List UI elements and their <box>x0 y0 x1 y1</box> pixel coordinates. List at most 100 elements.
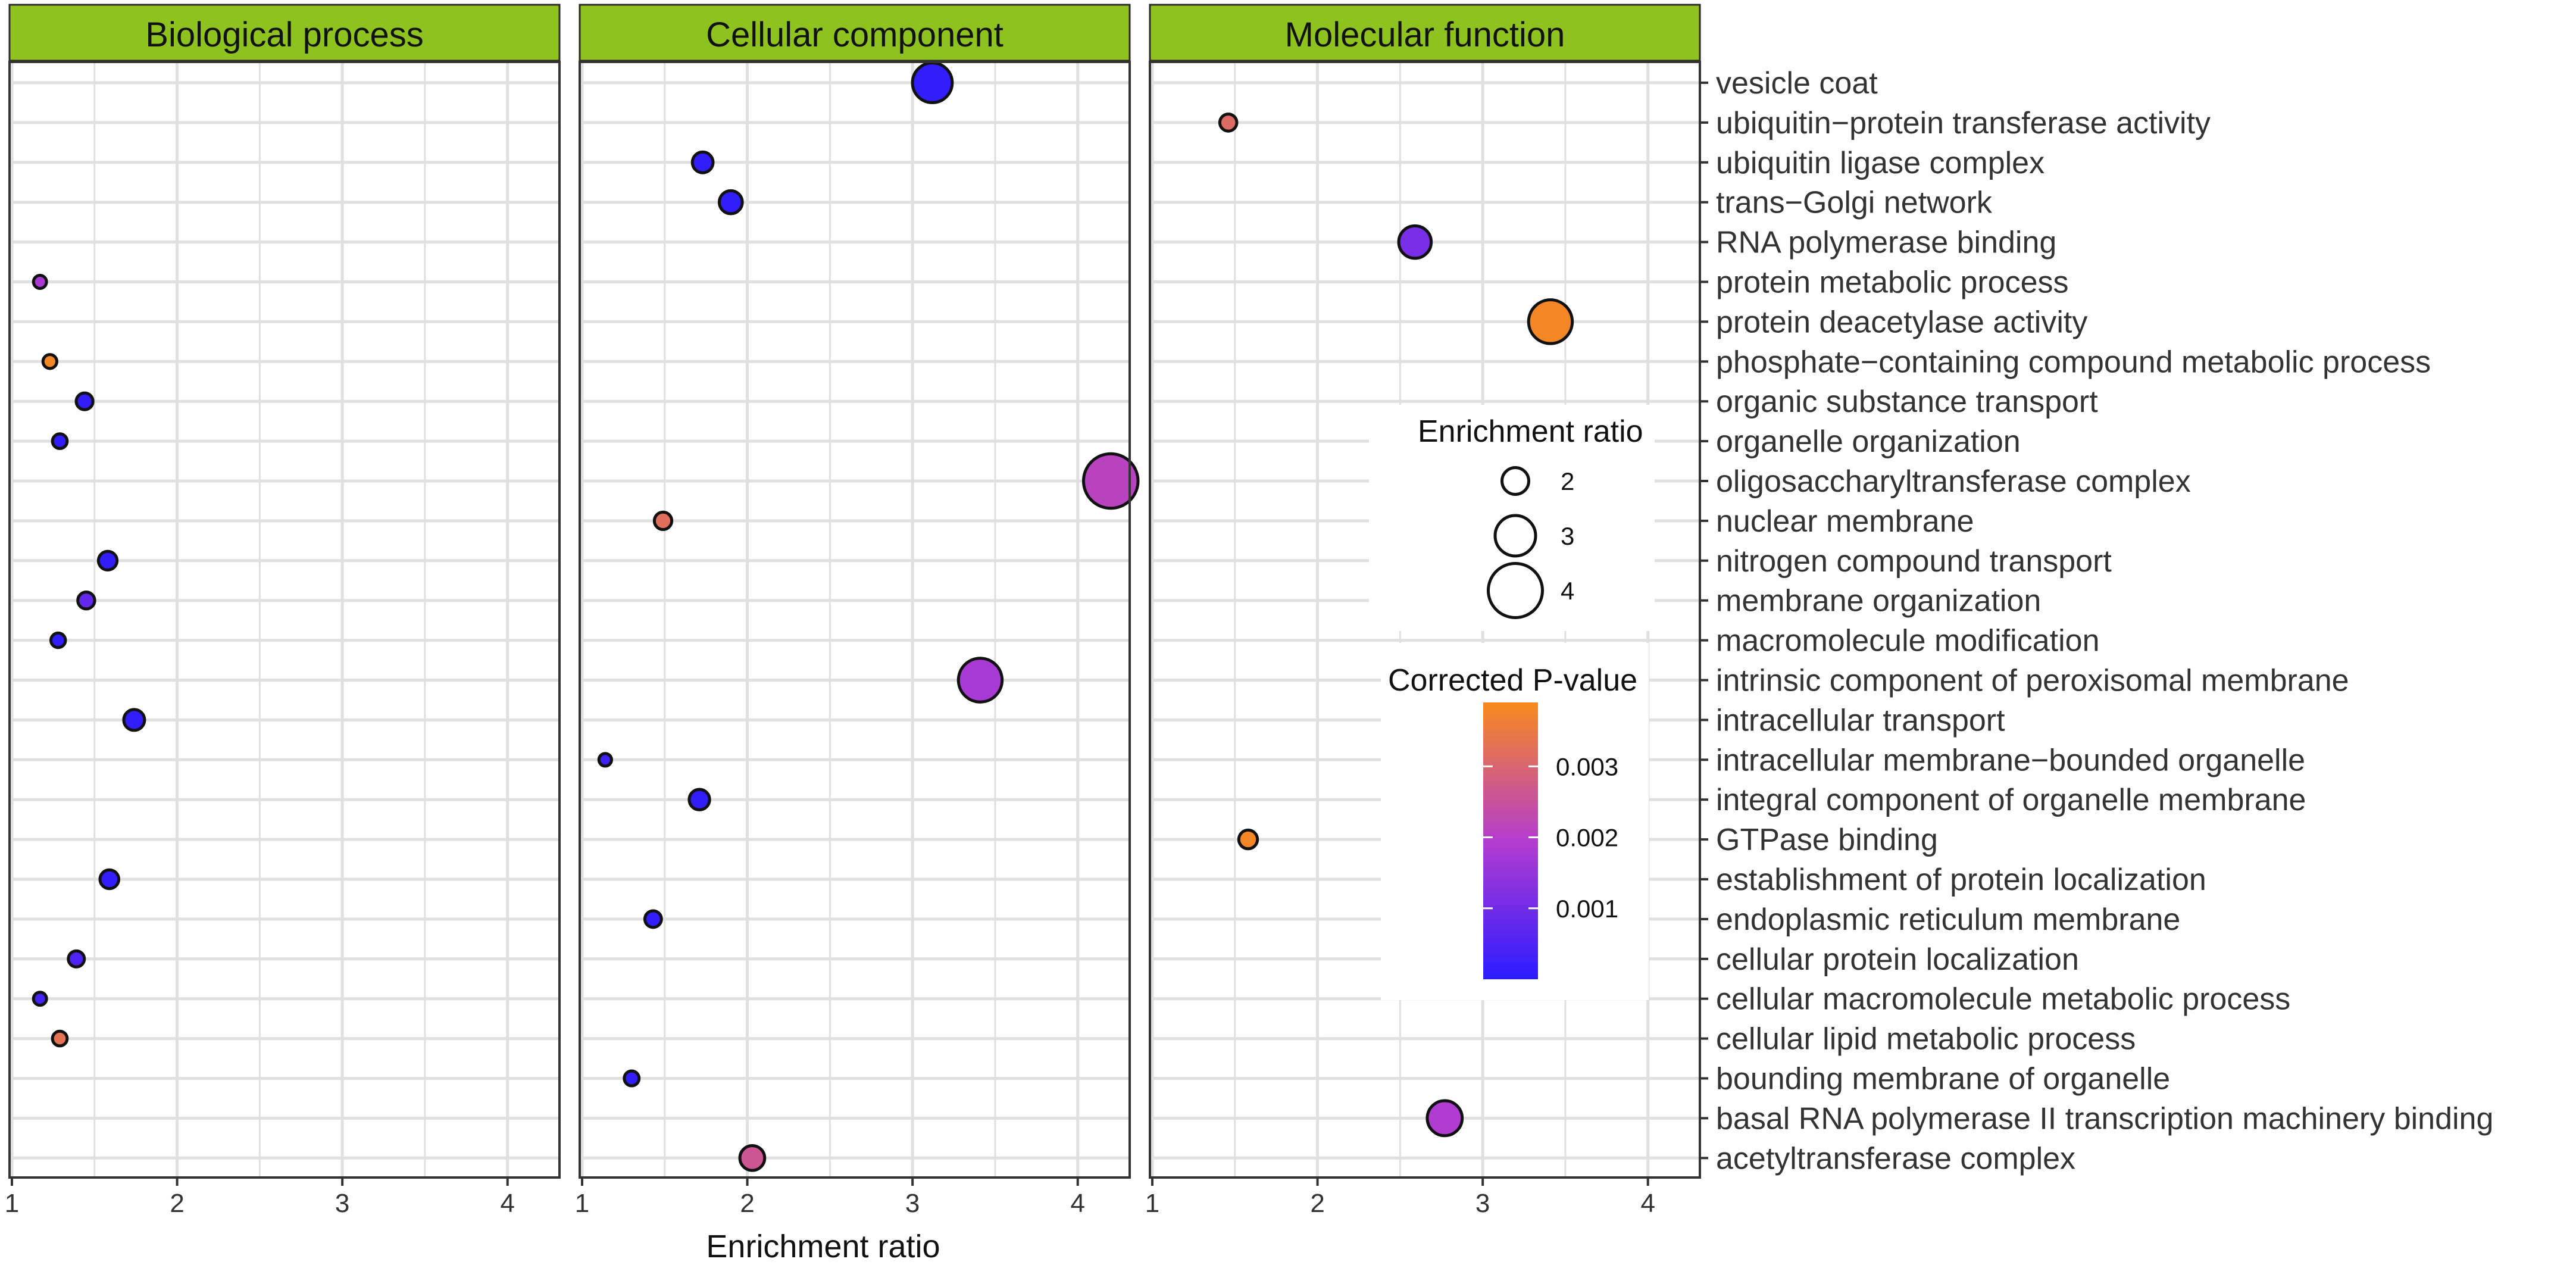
category-label-cellular-macromolecule-metabolic-process: cellular macromolecule metabolic process <box>1716 982 2290 1017</box>
category-label-macromolecule-modification: macromolecule modification <box>1716 624 2100 658</box>
x-tick-label: 1 <box>5 1189 19 1218</box>
category-label-cellular-lipid-metabolic-process: cellular lipid metabolic process <box>1716 1022 2136 1057</box>
point-cellular-component-nuclear-membrane <box>652 510 674 532</box>
color-legend-label: 0.003 <box>1556 752 1618 780</box>
category-label-intracellular-transport: intracellular transport <box>1716 703 2005 738</box>
size-legend-label: 3 <box>1561 522 1574 550</box>
x-tick-label: 2 <box>740 1189 754 1218</box>
point-biological-process-membrane-organization <box>76 591 96 611</box>
panel-frame-biological-process <box>8 61 561 1179</box>
x-axes: 1 2 3 4 1 2 3 4 1 2 3 4 <box>5 1177 1655 1218</box>
strip-cellular-component <box>579 4 1131 62</box>
strip-biological-process <box>8 4 561 62</box>
legend: Enrichment ratio 2 3 4 Corrected P-value 0.00… <box>1369 405 1655 1000</box>
category-label-nuclear-membrane: nuclear membrane <box>1716 504 1974 539</box>
point-molecular-function-gtpase-binding <box>1237 828 1259 851</box>
strip-molecular-function <box>1149 4 1701 62</box>
size-legend-circle <box>1500 466 1530 496</box>
data-points <box>32 61 1574 1172</box>
category-label-bounding-membrane-of-organelle: bounding membrane of organelle <box>1716 1062 2170 1097</box>
point-cellular-component-acetyltransferase-complex <box>738 1144 767 1172</box>
point-cellular-component-ubiquitin-ligase-complex <box>690 150 715 174</box>
point-biological-process-organelle-organization <box>51 432 69 450</box>
x-axis-title: Enrichment ratio <box>706 1229 940 1264</box>
point-cellular-component-intracellular-membrane-bounded-organelle <box>597 752 613 768</box>
size-legend-circle <box>1493 514 1537 558</box>
category-label-intracellular-membrane-bounded-organelle: intracellular membrane−bounded organelle <box>1716 743 2305 777</box>
point-biological-process-intracellular-transport <box>122 708 146 732</box>
strip-label-biological-process: Biological process <box>145 15 423 54</box>
x-tick-label: 3 <box>905 1189 920 1218</box>
category-label-cellular-protein-localization: cellular protein localization <box>1716 942 2079 977</box>
size-legend-title: Enrichment ratio <box>1418 414 1643 449</box>
point-biological-process-organic-substance-transport <box>74 391 95 411</box>
point-biological-process-phosphate-containing-compound-metabolic-process <box>41 353 58 370</box>
point-molecular-function-rna-polymerase-binding <box>1397 224 1433 260</box>
category-label-protein-metabolic-process: protein metabolic process <box>1716 266 2069 300</box>
point-molecular-function-protein-deacetylase-activity <box>1527 298 1574 345</box>
category-label-organic-substance-transport: organic substance transport <box>1716 385 2098 419</box>
size-legend-label: 2 <box>1561 467 1574 495</box>
grid-lines <box>10 62 1700 1177</box>
panel-frame-cellular-component <box>579 61 1131 1179</box>
point-biological-process-cellular-lipid-metabolic-process <box>51 1029 69 1048</box>
category-label-organelle-organization: organelle organization <box>1716 424 2021 459</box>
x-tick-label: 4 <box>1640 1189 1655 1218</box>
x-tick-label: 3 <box>335 1189 349 1218</box>
point-cellular-component-endoplasmic-reticulum-membrane <box>643 909 663 929</box>
category-label-establishment-of-protein-localization: establishment of protein localization <box>1716 863 2206 897</box>
category-label-trans-golgi-network: trans−Golgi network <box>1716 186 1993 220</box>
category-label-acetyltransferase-complex: acetyltransferase complex <box>1716 1141 2075 1176</box>
category-label-membrane-organization: membrane organization <box>1716 584 2041 619</box>
point-cellular-component-oligosaccharyltransferase-complex <box>1081 452 1140 510</box>
x-tick-label: 2 <box>170 1189 184 1218</box>
point-cellular-component-bounding-membrane-of-organelle <box>623 1069 641 1088</box>
point-biological-process-protein-metabolic-process <box>32 274 48 290</box>
color-legend-bar <box>1483 702 1538 979</box>
legend-background <box>1369 405 1655 631</box>
category-label-vesicle-coat: vesicle coat <box>1716 66 1878 101</box>
x-tick-label: 3 <box>1475 1189 1490 1218</box>
point-biological-process-cellular-protein-localization <box>67 949 86 969</box>
panel-frames <box>8 61 1701 1179</box>
point-cellular-component-intrinsic-component-of-peroxisomal-membrane <box>956 657 1004 704</box>
strip-label-cellular-component: Cellular component <box>706 15 1003 54</box>
x-tick-label: 4 <box>500 1189 514 1218</box>
category-label-ubiquitin-protein-transferase-activity: ubiquitin−protein transferase activity <box>1716 106 2211 140</box>
point-cellular-component-vesicle-coat <box>911 61 954 104</box>
category-label-integral-component-of-organelle-membrane: integral component of organelle membrane <box>1716 783 2306 817</box>
category-label-endoplasmic-reticulum-membrane: endoplasmic reticulum membrane <box>1716 902 2180 937</box>
color-legend-label: 0.001 <box>1556 895 1618 923</box>
point-molecular-function-ubiquitin-protein-transferase-activity <box>1218 113 1239 133</box>
point-biological-process-cellular-macromolecule-metabolic-process <box>32 991 48 1007</box>
category-label-ubiquitin-ligase-complex: ubiquitin ligase complex <box>1716 146 2044 180</box>
x-tick-label: 1 <box>575 1189 589 1218</box>
facet-strips: Biological process Cellular component Mole… <box>8 4 1701 62</box>
x-tick-label: 4 <box>1070 1189 1084 1218</box>
category-label-gtpase-binding: GTPase binding <box>1716 823 1938 857</box>
size-legend-label: 4 <box>1561 577 1574 605</box>
point-biological-process-establishment-of-protein-localization <box>98 868 121 891</box>
point-molecular-function-basal-rna-polymerase-ii-transcription-machinery-binding <box>1425 1099 1464 1138</box>
category-label-protein-deacetylase-activity: protein deacetylase activity <box>1716 305 2087 339</box>
x-tick-label: 2 <box>1310 1189 1324 1218</box>
panel-frame-molecular-function <box>1149 61 1701 1179</box>
x-tick-label: 1 <box>1145 1189 1159 1218</box>
category-label-basal-rna-polymerase-ii-transcription-machinery-binding: basal RNA polymerase II transcription ma… <box>1716 1101 2493 1136</box>
category-label-nitrogen-compound-transport: nitrogen compound transport <box>1716 544 2112 579</box>
color-legend-label: 0.002 <box>1556 824 1618 852</box>
point-biological-process-nitrogen-compound-transport <box>96 549 119 571</box>
point-cellular-component-integral-component-of-organelle-membrane <box>687 788 711 811</box>
category-label-oligosaccharyltransferase-complex: oligosaccharyltransferase complex <box>1716 464 2191 499</box>
point-biological-process-macromolecule-modification <box>49 631 67 649</box>
category-label-intrinsic-component-of-peroxisomal-membrane: intrinsic component of peroxisomal membr… <box>1716 664 2349 698</box>
strip-label-molecular-function: Molecular function <box>1285 15 1565 54</box>
color-legend-title: Corrected P-value <box>1388 663 1637 698</box>
size-legend-circle <box>1487 562 1544 619</box>
point-cellular-component-trans-golgi-network <box>717 189 744 215</box>
category-label-rna-polymerase-binding: RNA polymerase binding <box>1716 226 2056 260</box>
y-axis: vesicle coat ubiquitin−protein transferas… <box>1700 66 2493 1176</box>
category-label-phosphate-containing-compound-metabolic-process: phosphate−containing compound metabolic … <box>1716 345 2431 379</box>
